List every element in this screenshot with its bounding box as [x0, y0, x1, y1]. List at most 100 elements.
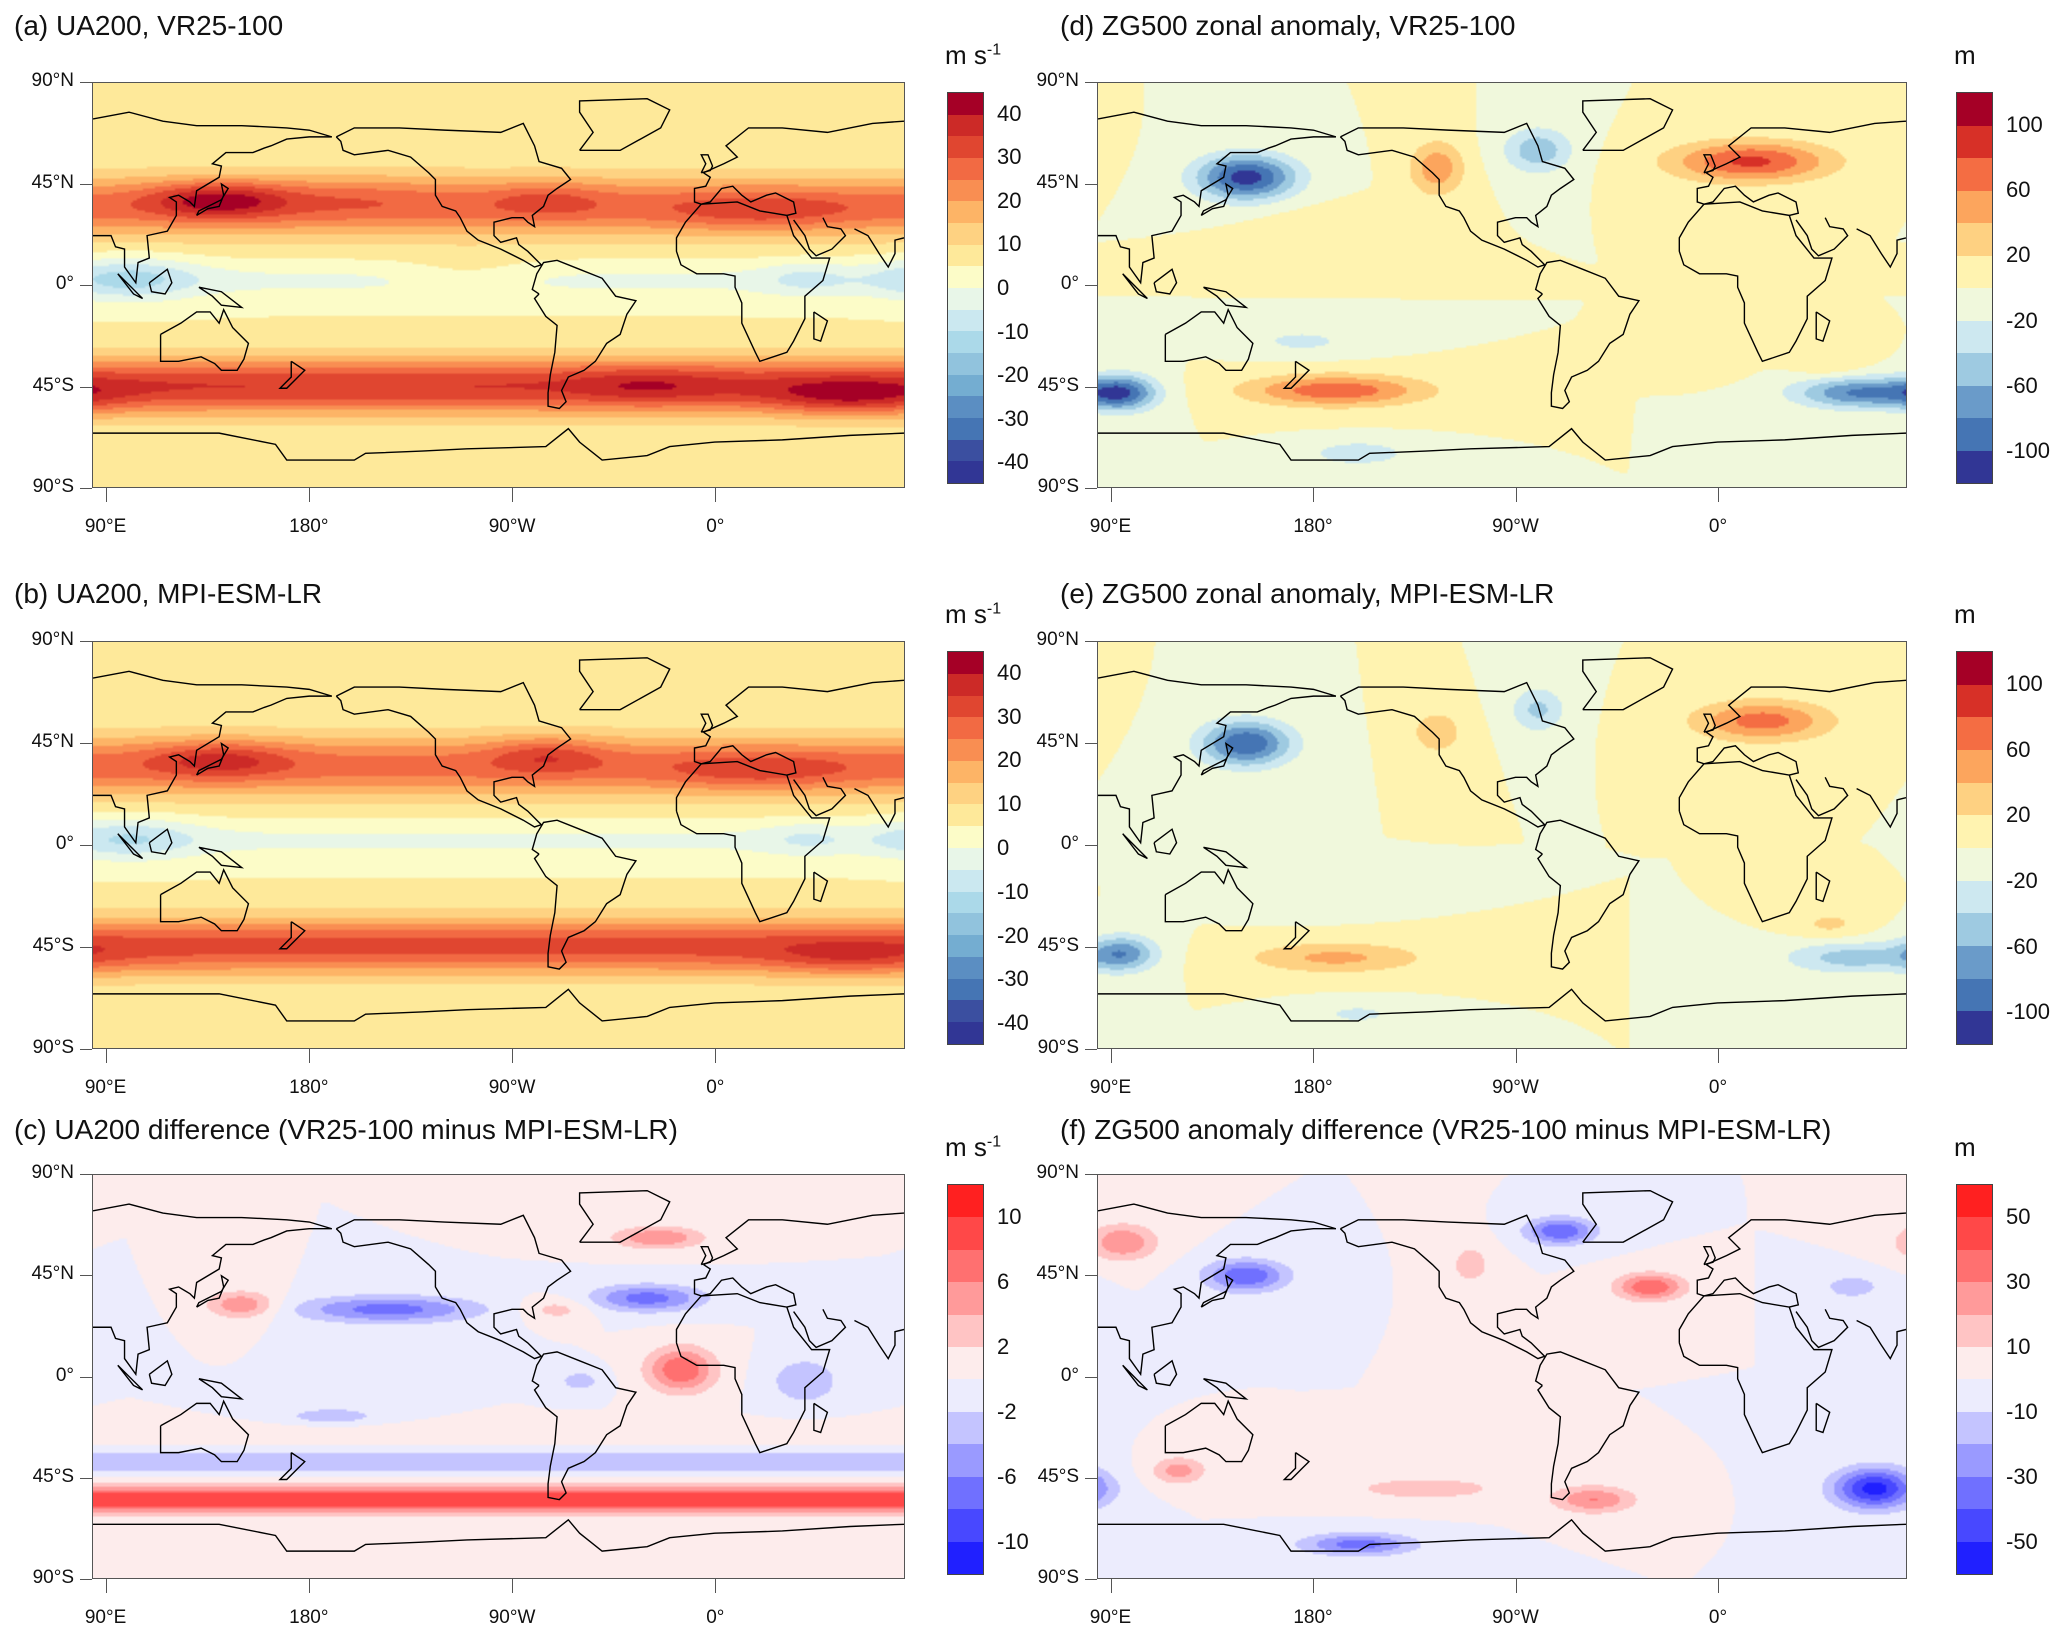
lat-label: 45°N: [1036, 171, 1079, 193]
colorbar-label: -10: [2006, 1399, 2038, 1425]
lon-label: 0°: [706, 1607, 725, 1628]
lon-label: 0°: [1708, 1077, 1728, 1098]
coastline: [1165, 1401, 1253, 1461]
colorbar-swatch: [1957, 1541, 1992, 1574]
unit-superscript: -1: [986, 600, 1002, 618]
coastline: [701, 714, 712, 732]
colorbar-swatch: [1957, 1217, 1992, 1250]
coastline: [161, 870, 249, 931]
lon-tick: [1110, 488, 1112, 502]
lat-tick: [80, 1174, 92, 1175]
colorbar-label: -100: [2006, 999, 2051, 1025]
coastline: [1704, 155, 1715, 173]
colorbar-label: -100: [2006, 438, 2051, 464]
coastline: [118, 834, 143, 859]
colorbar-swatch: [948, 287, 983, 310]
lon-label: 90°E: [84, 1077, 127, 1098]
colorbar-swatch: [1957, 978, 1992, 1012]
coastline: [149, 829, 172, 854]
coastline: [1816, 1403, 1829, 1432]
coastline: [704, 1213, 904, 1264]
coastline: [532, 1352, 636, 1500]
coastline: [1704, 1247, 1715, 1265]
lon-label: 0°: [706, 516, 725, 537]
coastline: [1098, 696, 1336, 843]
lon-tick: [1718, 488, 1719, 502]
lat-label: 45°N: [31, 1263, 74, 1285]
coastline: [1284, 922, 1309, 949]
lat-tick: [80, 488, 92, 489]
coastline: [1796, 218, 1848, 256]
colorbar-swatch: [948, 869, 983, 892]
colorbar-swatch: [948, 136, 983, 158]
lat-tick: [1085, 947, 1097, 948]
coastline: [1098, 989, 1906, 1021]
colorbar-swatch: [948, 651, 983, 674]
coastline: [1536, 1352, 1639, 1500]
lat-label: 90°S: [1037, 1037, 1079, 1058]
colorbar-swatch: [948, 913, 983, 936]
coastline: [1679, 1294, 1832, 1453]
colorbar-swatch: [1957, 353, 1992, 386]
lon-label: 0°: [1708, 516, 1728, 537]
lon-tick: [715, 1579, 717, 1593]
lat-label: 90°N: [1036, 629, 1079, 650]
lon-label: 180°: [1293, 1607, 1333, 1628]
coastline: [532, 260, 636, 408]
colorbar-swatch: [1957, 288, 1992, 321]
coastline: [1583, 658, 1673, 710]
coastline: [704, 121, 904, 173]
coastline: [1201, 1276, 1232, 1307]
coastline: [199, 287, 242, 307]
colorbar-label: 30: [997, 144, 1022, 170]
coastline: [1796, 777, 1848, 815]
lat-label: 45°S: [1037, 374, 1079, 396]
coastline: [1706, 680, 1906, 732]
lon-tick: [715, 488, 717, 502]
colorbar-swatch: [948, 157, 983, 180]
lon-label: 90°W: [1492, 1077, 1539, 1098]
colorbar-swatch: [948, 266, 983, 288]
colorbar-swatch: [948, 1411, 983, 1445]
colorbar-label: -10: [997, 878, 1029, 904]
colorbar-label: 6: [997, 1268, 1010, 1294]
coastline: [1583, 99, 1673, 151]
coastline: [1098, 1520, 1906, 1551]
lat-tick: [80, 1275, 92, 1277]
colorbar-swatch: [1957, 320, 1992, 353]
coastline: [93, 1204, 332, 1229]
contour-field: [93, 83, 904, 487]
coastline: [1706, 1213, 1906, 1264]
lat-label: 45°S: [32, 1465, 74, 1487]
lon-label: 0°: [1708, 1607, 1728, 1628]
coastline: [199, 1379, 242, 1399]
colorbar-swatch: [948, 717, 983, 740]
coastline: [1857, 1321, 1906, 1359]
colorbar-swatch: [948, 1379, 983, 1412]
coastline: [704, 680, 904, 732]
coastline: [794, 218, 846, 256]
colorbar-swatch: [948, 92, 983, 115]
coastline: [336, 123, 570, 267]
colorbar-label: -10: [997, 1529, 1029, 1555]
colorbar-swatch: [1957, 684, 1992, 718]
lat-tick: [1085, 743, 1097, 744]
colorbar-swatch: [1957, 717, 1992, 750]
coastline: [1583, 1191, 1673, 1242]
colorbar-swatch: [948, 978, 983, 1001]
lat-tick: [80, 285, 92, 286]
colorbar-swatch: [1957, 1249, 1992, 1283]
lat-tick: [80, 1579, 92, 1580]
coastline: [93, 429, 904, 460]
colorbar-swatch: [948, 331, 983, 353]
coastline: [532, 820, 636, 969]
colorbar-label: -60: [2006, 933, 2038, 959]
coastline: [1536, 820, 1639, 969]
map-c: [92, 1174, 905, 1579]
lat-tick: [1085, 488, 1097, 489]
coastline: [149, 269, 172, 294]
colorbar-label: 60: [2006, 177, 2031, 202]
panel-title: (b) UA200, MPI-ESM-LR: [14, 578, 323, 609]
coastline: [794, 777, 846, 815]
coastline: [1123, 274, 1148, 299]
